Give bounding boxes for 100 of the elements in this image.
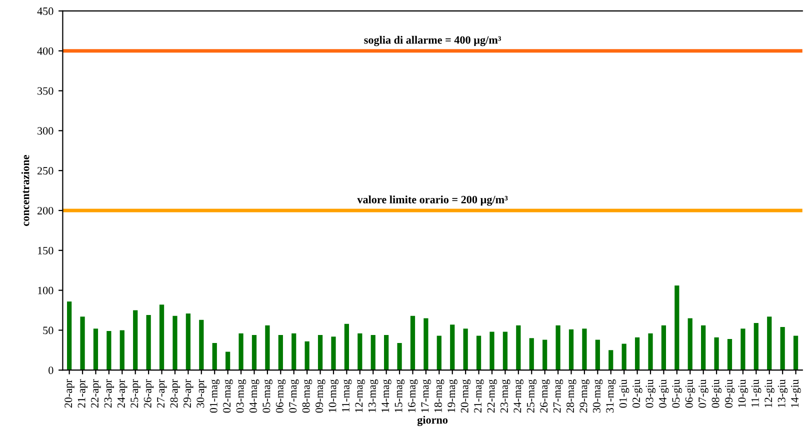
x-tick-label: 17-mag bbox=[421, 379, 431, 412]
bar bbox=[106, 331, 112, 370]
x-tick-label: 01-giu bbox=[619, 379, 630, 408]
bar bbox=[304, 341, 310, 370]
x-tick-label: 02-giu bbox=[632, 379, 642, 408]
x-tick-label: 11-mag bbox=[342, 379, 352, 412]
x-tick-label: 04-giu bbox=[658, 379, 669, 408]
x-tick-label: 06-mag bbox=[276, 379, 286, 413]
x-tick-label: 28-mag bbox=[566, 379, 576, 413]
y-axis-title: concentrazione bbox=[21, 155, 30, 226]
bar bbox=[490, 332, 494, 370]
bar bbox=[556, 325, 560, 370]
y-tick-label: 150 bbox=[38, 246, 54, 254]
bar bbox=[648, 333, 653, 370]
bar bbox=[424, 318, 428, 370]
x-tick-label: 09-giu bbox=[724, 379, 735, 408]
y-tick-label: 200 bbox=[38, 206, 54, 214]
x-tick-label: 25-mag bbox=[526, 379, 537, 413]
x-tick-label: 20-apr bbox=[64, 379, 74, 408]
bar bbox=[146, 315, 151, 370]
x-tick-label: 30-mag bbox=[592, 379, 603, 413]
bar bbox=[358, 333, 362, 370]
bar bbox=[740, 328, 746, 370]
bar bbox=[701, 325, 706, 370]
bar bbox=[93, 328, 98, 370]
x-tick-label: 19-mag bbox=[448, 379, 458, 412]
bar bbox=[767, 316, 772, 370]
x-tick-label: 23-mag bbox=[500, 379, 510, 413]
bar bbox=[199, 320, 204, 370]
bar bbox=[608, 350, 614, 370]
y-tick-label: 450 bbox=[37, 7, 54, 15]
x-tick-label: 22-apr bbox=[91, 379, 101, 408]
x-axis-title: giorno bbox=[417, 416, 448, 426]
bar bbox=[344, 324, 350, 370]
bar bbox=[212, 342, 217, 370]
bar bbox=[397, 342, 402, 370]
x-tick-label: 24-mag bbox=[514, 379, 524, 413]
x-tick-label: 13-giu bbox=[778, 379, 788, 408]
x-tick-label: 07-giu bbox=[698, 379, 708, 408]
bar bbox=[780, 327, 785, 370]
x-tick-label: 23-apr bbox=[104, 379, 114, 408]
x-tick-label: 10-giu bbox=[738, 379, 748, 408]
bar bbox=[278, 334, 283, 370]
bar bbox=[331, 336, 336, 370]
ref-line-label: valore limite orario = 200 µg/m³ bbox=[357, 196, 508, 206]
x-tick-label: 12-giu bbox=[764, 379, 774, 408]
x-tick-label: 08-giu bbox=[712, 379, 722, 408]
x-tick-label: 21-mag bbox=[474, 379, 484, 413]
y-tick-label: 50 bbox=[43, 326, 54, 334]
x-tick-label: 01-mag bbox=[210, 379, 220, 413]
bar bbox=[582, 328, 587, 370]
y-tick-label: 0 bbox=[48, 366, 54, 374]
bar bbox=[516, 325, 521, 370]
y-tick-label: 300 bbox=[38, 127, 54, 135]
x-tick-label: 03-giu bbox=[646, 379, 656, 408]
y-tick-label: 350 bbox=[38, 87, 54, 95]
x-tick-label: 20-mag bbox=[460, 379, 471, 413]
x-tick-label: 14-mag bbox=[382, 379, 392, 412]
x-tick-label: 26-mag bbox=[540, 379, 550, 413]
bar bbox=[238, 333, 244, 370]
bar bbox=[568, 329, 574, 370]
x-tick-label: 13-mag bbox=[368, 379, 378, 412]
x-tick-label: 12-mag bbox=[355, 379, 365, 412]
bar bbox=[252, 334, 257, 370]
x-tick-label: 26-apr bbox=[144, 379, 154, 408]
bar bbox=[67, 301, 72, 370]
x-tick-label: 08-mag bbox=[302, 379, 312, 413]
x-tick-label: 09-mag bbox=[316, 379, 326, 413]
x-tick-label: 02-mag bbox=[223, 379, 233, 413]
bar bbox=[661, 325, 666, 370]
x-tick-label: 21-apr bbox=[78, 379, 88, 408]
bar bbox=[476, 336, 482, 370]
bar bbox=[634, 337, 640, 370]
bar bbox=[318, 334, 323, 370]
x-tick-label: 24-apr bbox=[117, 379, 128, 408]
bar bbox=[370, 334, 376, 370]
bar bbox=[265, 325, 270, 370]
x-tick-label: 16-mag bbox=[408, 379, 418, 412]
x-tick-label: 18-mag bbox=[434, 379, 444, 412]
bar bbox=[120, 330, 124, 370]
x-tick-label: 07-mag bbox=[289, 379, 299, 413]
bar bbox=[436, 336, 442, 370]
x-tick-label: 29-apr bbox=[184, 379, 194, 408]
y-tick-label: 100 bbox=[38, 286, 54, 294]
bar bbox=[172, 316, 178, 370]
bar bbox=[292, 333, 296, 370]
x-tick-label: 27-mag bbox=[553, 379, 564, 413]
x-tick-label: 05-giu bbox=[672, 379, 682, 408]
x-tick-label: 30-apr bbox=[196, 379, 206, 408]
bar bbox=[754, 323, 758, 370]
bar bbox=[186, 313, 191, 370]
y-tick-label: 250 bbox=[38, 167, 54, 175]
x-tick-label: 15-mag bbox=[394, 379, 405, 412]
bar bbox=[226, 352, 230, 370]
bar bbox=[463, 328, 468, 370]
bar bbox=[595, 340, 600, 370]
x-tick-label: 06-giu bbox=[685, 379, 696, 408]
bar bbox=[714, 337, 719, 370]
bar bbox=[410, 316, 416, 370]
x-tick-label: 05-mag bbox=[262, 379, 272, 413]
